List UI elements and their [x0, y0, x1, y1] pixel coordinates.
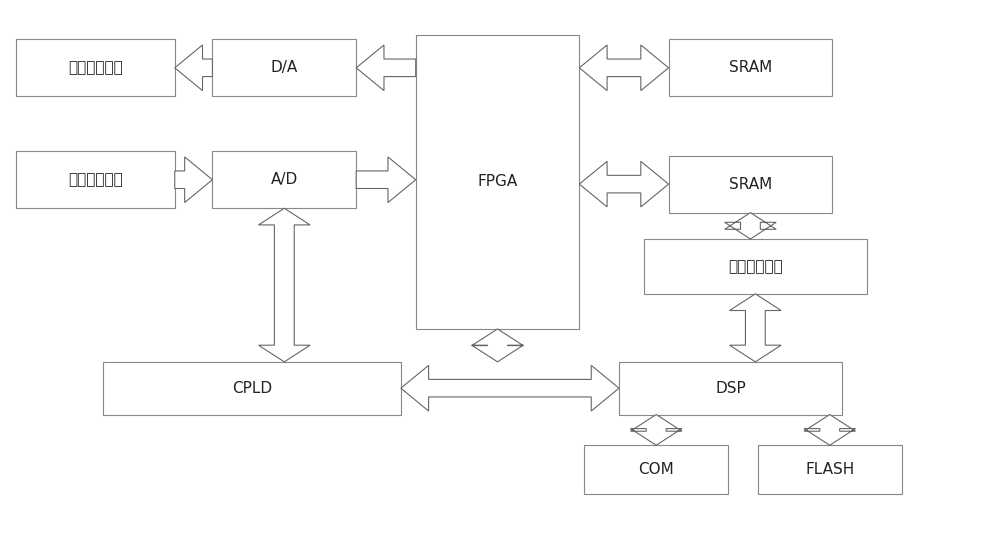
- Polygon shape: [259, 208, 310, 362]
- Text: 三态门控制器: 三态门控制器: [728, 259, 783, 274]
- Bar: [16, 151, 175, 208]
- Polygon shape: [579, 161, 669, 207]
- Bar: [212, 151, 356, 208]
- Bar: [669, 156, 832, 212]
- Text: A/D: A/D: [271, 172, 298, 187]
- Text: COM: COM: [638, 462, 674, 477]
- Polygon shape: [630, 415, 682, 445]
- Polygon shape: [804, 415, 856, 445]
- Text: DSP: DSP: [715, 381, 746, 396]
- Text: D/A: D/A: [271, 60, 298, 75]
- Polygon shape: [730, 294, 781, 362]
- Bar: [644, 239, 867, 294]
- Bar: [669, 39, 832, 96]
- Text: FPGA: FPGA: [477, 174, 518, 189]
- Polygon shape: [579, 45, 669, 90]
- Polygon shape: [175, 157, 212, 203]
- Text: CPLD: CPLD: [232, 381, 272, 396]
- Bar: [584, 445, 728, 493]
- Bar: [16, 39, 175, 96]
- Text: FLASH: FLASH: [805, 462, 854, 477]
- Polygon shape: [401, 365, 619, 411]
- Text: 视频信号输出: 视频信号输出: [68, 172, 123, 187]
- Bar: [416, 35, 579, 329]
- Polygon shape: [356, 45, 416, 90]
- Polygon shape: [725, 212, 776, 239]
- Bar: [212, 39, 356, 96]
- Polygon shape: [472, 329, 523, 362]
- Bar: [103, 362, 401, 415]
- Bar: [619, 362, 842, 415]
- Bar: [758, 445, 902, 493]
- Text: 视频信号输出: 视频信号输出: [68, 60, 123, 75]
- Polygon shape: [175, 45, 212, 90]
- Polygon shape: [356, 157, 416, 203]
- Text: SRAM: SRAM: [729, 177, 772, 192]
- Text: SRAM: SRAM: [729, 60, 772, 75]
